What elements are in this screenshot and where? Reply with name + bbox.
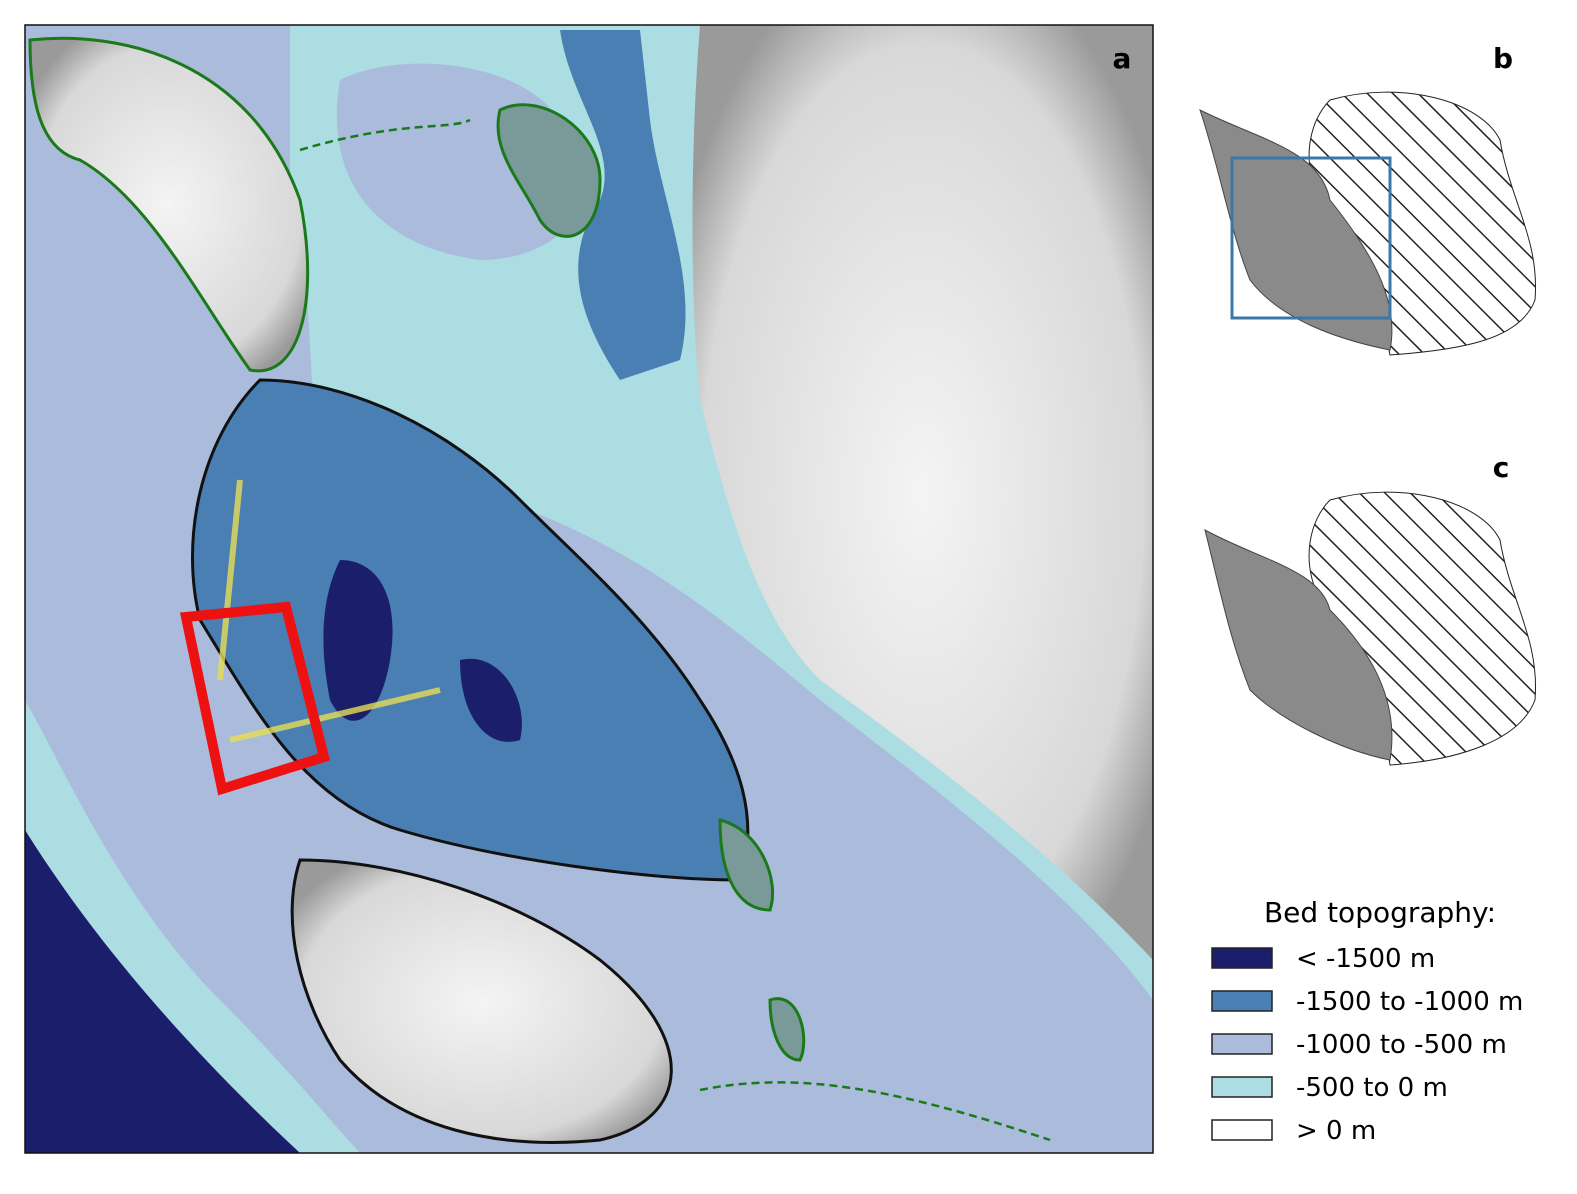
small-islands bbox=[718, 818, 806, 1062]
boundary-dashed bbox=[299, 118, 1051, 1142]
legend: Bed topography: < -1500 m -1500 to -1000 … bbox=[1211, 896, 1523, 1146]
panel-label: a bbox=[1113, 42, 1132, 75]
study-area-box bbox=[179, 601, 331, 796]
legend-swatch bbox=[1211, 990, 1273, 1012]
legend-swatch bbox=[1211, 947, 1273, 969]
map-panel-a bbox=[25, 25, 1153, 1153]
deep-ocean bbox=[25, 820, 330, 1153]
legend-swatch bbox=[1211, 1033, 1273, 1055]
legend-title: Bed topography: bbox=[1264, 896, 1496, 929]
legend-swatch bbox=[1211, 1119, 1273, 1141]
legend-swatch bbox=[1211, 1076, 1273, 1098]
inset-box bbox=[1230, 156, 1392, 320]
trough bbox=[560, 30, 686, 380]
grey-region bbox=[1204, 529, 1393, 761]
legend-label: -1500 to -1000 m bbox=[1296, 987, 1523, 1017]
legend-label: > 0 m bbox=[1296, 1116, 1376, 1146]
inset-map-c bbox=[1204, 491, 1537, 766]
panel-label: b bbox=[1493, 42, 1513, 75]
shelf bbox=[25, 700, 360, 1153]
legend-label: < -1500 m bbox=[1296, 944, 1435, 974]
panel-label: c bbox=[1493, 451, 1510, 484]
inset-map-b bbox=[1199, 91, 1537, 356]
flight-lines bbox=[217, 479, 441, 743]
east-land bbox=[692, 25, 1153, 960]
panel-a-frame bbox=[24, 24, 1154, 1154]
south-land bbox=[290, 858, 673, 1144]
legend-label: -500 to 0 m bbox=[1296, 1073, 1448, 1103]
deepest-zone bbox=[323, 560, 522, 742]
legend-label: -1000 to -500 m bbox=[1296, 1030, 1507, 1060]
peninsula-land bbox=[28, 36, 310, 373]
island bbox=[496, 103, 602, 238]
